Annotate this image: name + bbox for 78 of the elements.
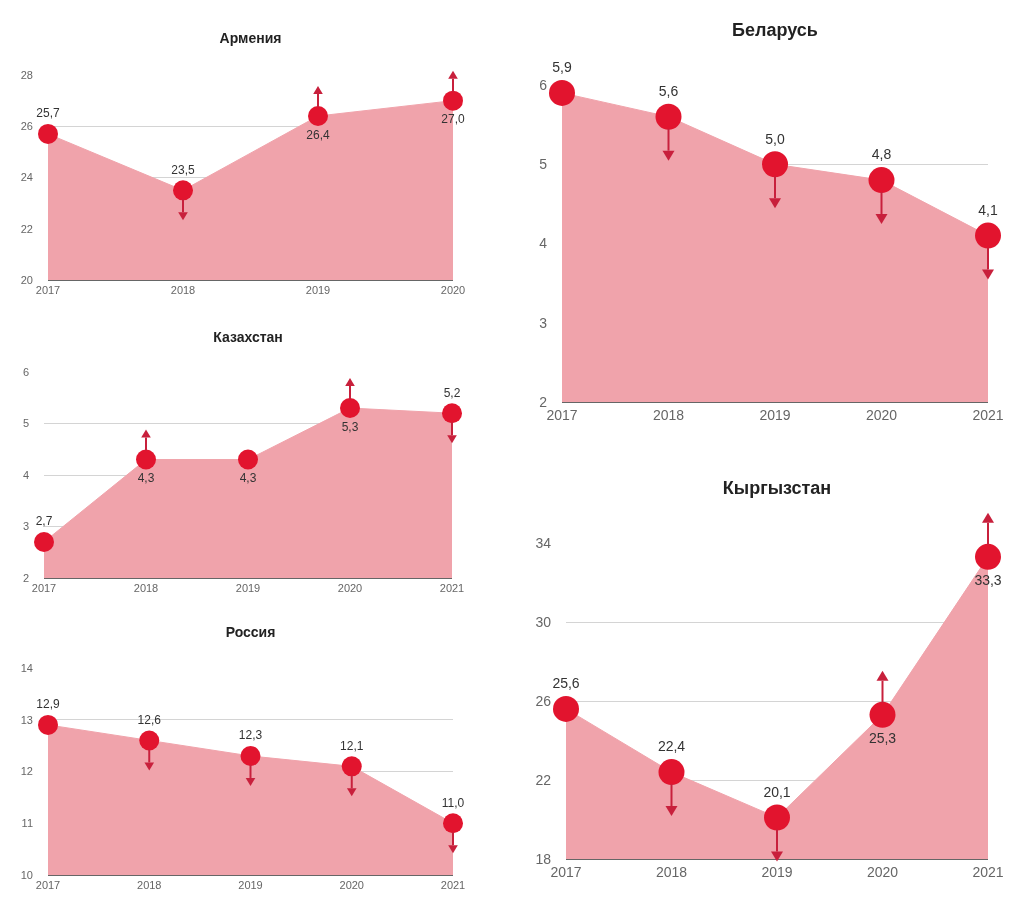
x-tick-label: 2019 <box>761 863 793 880</box>
data-label: 22,4 <box>657 738 686 755</box>
x-tick-label: 2018 <box>133 582 159 595</box>
y-tick-label: 22 <box>20 222 33 235</box>
chart-title: Армения <box>219 29 282 46</box>
chart-title: Кыргызстан <box>722 478 832 499</box>
y-tick-label: 26 <box>20 120 33 133</box>
y-tick-label: 18 <box>535 850 552 867</box>
y-tick-label: 10 <box>20 868 33 881</box>
chart-title: Россия <box>225 623 276 640</box>
data-label: 4,3 <box>137 471 155 486</box>
x-tick-label: 2017 <box>35 879 61 892</box>
x-tick-label: 2019 <box>238 879 263 892</box>
data-label: 25,7 <box>36 106 60 121</box>
x-tick-label: 2018 <box>655 863 688 880</box>
y-tick-label: 28 <box>20 68 33 81</box>
data-label: 12,6 <box>137 712 162 727</box>
y-tick-label: 14 <box>20 661 33 674</box>
y-tick-label: 20 <box>20 273 33 286</box>
data-label: 5,6 <box>658 82 679 99</box>
x-tick-label: 2019 <box>235 582 261 595</box>
y-tick-label: 24 <box>20 171 33 184</box>
y-tick-label: 12 <box>20 765 33 778</box>
y-tick-label: 22 <box>535 771 552 788</box>
x-tick-label: 2018 <box>170 284 196 297</box>
x-tick-label: 2020 <box>337 582 363 595</box>
data-label: 11,0 <box>441 795 465 810</box>
y-tick-label: 13 <box>20 713 33 726</box>
data-label: 5,0 <box>765 130 785 147</box>
y-tick-label: 26 <box>535 692 552 709</box>
data-label: 5,3 <box>341 419 359 434</box>
y-tick-label: 4 <box>22 468 29 481</box>
x-tick-label: 2018 <box>137 879 162 892</box>
x-tick-label: 2017 <box>546 406 578 423</box>
data-label: 5,9 <box>552 59 572 76</box>
data-label: 4,1 <box>978 201 998 218</box>
data-label: 25,3 <box>868 729 897 746</box>
x-tick-label: 2019 <box>759 406 791 423</box>
data-label: 2,7 <box>35 514 53 529</box>
x-tick-label: 2020 <box>339 879 364 892</box>
x-tick-label: 2021 <box>972 406 1004 423</box>
x-tick-label: 2020 <box>866 863 899 880</box>
y-tick-label: 5 <box>22 417 29 430</box>
data-label: 4,3 <box>239 471 257 486</box>
y-tick-label: 2 <box>539 393 548 410</box>
x-tick-label: 2017 <box>35 284 61 297</box>
y-tick-label: 11 <box>21 817 33 830</box>
x-tick-label: 2021 <box>439 582 465 595</box>
data-label: 33,3 <box>974 571 1002 588</box>
data-label: 4,8 <box>871 146 892 163</box>
y-tick-label: 6 <box>22 365 29 378</box>
x-tick-label: 2020 <box>865 406 898 423</box>
y-tick-label: 5 <box>539 156 548 173</box>
data-label: 26,4 <box>306 127 330 142</box>
x-tick-label: 2017 <box>550 863 582 880</box>
data-label: 12,3 <box>238 728 263 743</box>
x-tick-label: 2019 <box>305 284 331 297</box>
x-tick-label: 2017 <box>31 582 57 595</box>
y-tick-label: 2 <box>22 571 29 584</box>
x-tick-label: 2021 <box>440 879 466 892</box>
chart-title: Казахстан <box>213 328 283 345</box>
y-tick-label: 34 <box>535 534 552 551</box>
y-tick-label: 30 <box>535 613 552 630</box>
y-tick-label: 4 <box>539 235 548 252</box>
data-label: 12,1 <box>340 738 364 753</box>
data-label: 23,5 <box>171 162 195 177</box>
data-label: 25,6 <box>552 675 580 692</box>
data-label: 5,2 <box>443 385 461 400</box>
chart-title: Беларусь <box>732 20 818 41</box>
y-tick-label: 3 <box>539 314 548 331</box>
data-label: 27,0 <box>441 112 465 127</box>
x-tick-label: 2021 <box>972 863 1004 880</box>
x-tick-label: 2020 <box>440 284 466 297</box>
y-tick-label: 3 <box>22 520 29 533</box>
data-label: 20,1 <box>763 783 791 800</box>
y-tick-label: 6 <box>539 76 548 93</box>
x-tick-label: 2018 <box>652 406 685 423</box>
data-label: 12,9 <box>36 697 60 712</box>
